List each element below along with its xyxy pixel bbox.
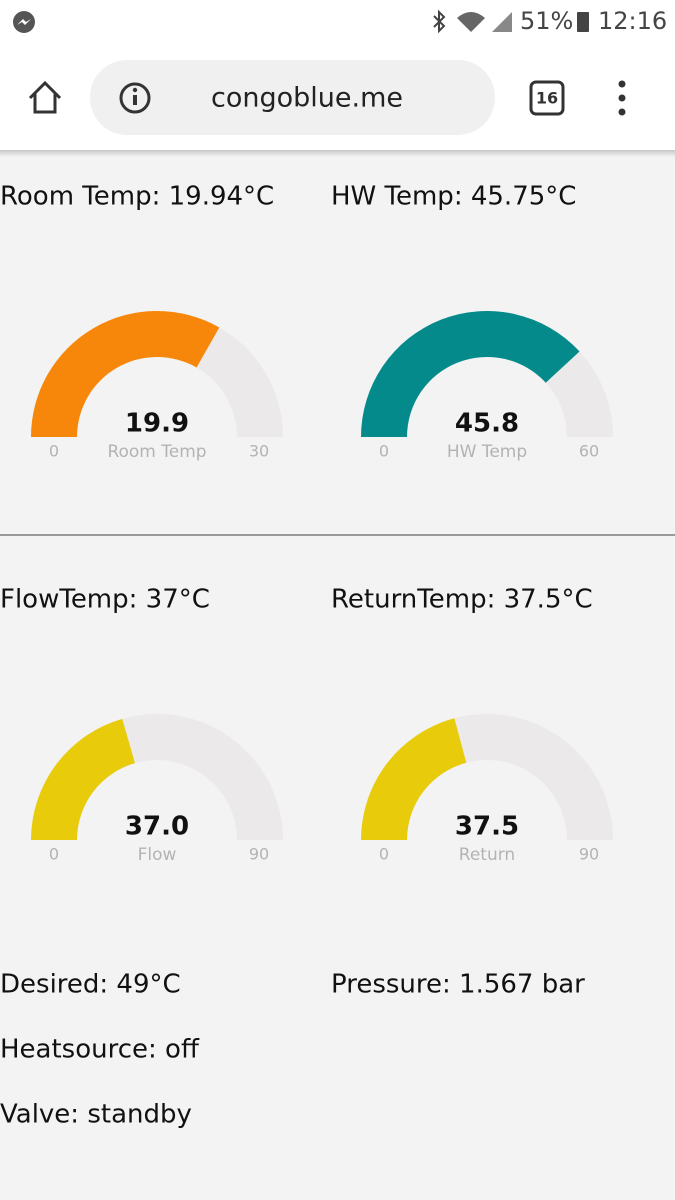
wifi-icon — [457, 12, 485, 32]
messenger-bolt — [17, 19, 31, 25]
reading: Desired: 49°C — [0, 970, 181, 1000]
battery-text: 51% — [520, 7, 573, 35]
gauge-label: Return — [459, 845, 515, 865]
gauge-heading: FlowTemp: 37°C — [0, 585, 210, 615]
gauge-value: 37.5 — [455, 812, 519, 842]
gauge-value: 37.0 — [125, 812, 189, 842]
gauge-min: 0 — [379, 442, 389, 461]
gauge-value-arc — [31, 311, 220, 437]
gauge-heading: HW Temp: 45.75°C — [331, 182, 576, 212]
bluetooth-icon — [433, 9, 446, 34]
tabs-button[interactable] — [529, 80, 565, 116]
menu-button[interactable] — [618, 80, 626, 116]
header-shadow — [0, 150, 675, 157]
signal-icon — [492, 12, 512, 32]
gauge-value: 19.9 — [125, 409, 189, 439]
gauge-min: 0 — [49, 845, 59, 864]
info-dot — [132, 87, 138, 93]
url[interactable]: congoblue.me — [211, 83, 403, 114]
reading: Pressure: 1.567 bar — [331, 970, 585, 1000]
gauge-label: HW Temp — [447, 442, 527, 462]
tab-count: 16 — [536, 89, 558, 108]
gauge-max: 30 — [249, 442, 269, 461]
gauge-max: 60 — [579, 442, 599, 461]
reading: Valve: standby — [0, 1100, 192, 1130]
home-button[interactable] — [28, 80, 62, 114]
gauge-label: Room Temp — [107, 442, 206, 462]
gauge-max: 90 — [249, 845, 269, 864]
gauge-value-arc — [361, 718, 467, 840]
info-stem — [133, 95, 137, 105]
info-icon[interactable] — [119, 82, 151, 114]
clock: 12:16 — [598, 7, 667, 35]
gauge-max: 90 — [579, 845, 599, 864]
gauge-min: 0 — [49, 442, 59, 461]
gauge-heading: ReturnTemp: 37.5°C — [331, 585, 593, 615]
gauge-value: 45.8 — [455, 409, 519, 439]
gauge-value-arc — [31, 718, 135, 840]
reading: Heatsource: off — [0, 1035, 200, 1065]
gauge-heading: Room Temp: 19.94°C — [0, 182, 274, 212]
gauge-value-arc — [361, 311, 580, 437]
gauge-min: 0 — [379, 845, 389, 864]
battery-icon — [577, 12, 589, 32]
address-bar[interactable] — [90, 60, 495, 135]
gauge-label: Flow — [138, 845, 177, 865]
